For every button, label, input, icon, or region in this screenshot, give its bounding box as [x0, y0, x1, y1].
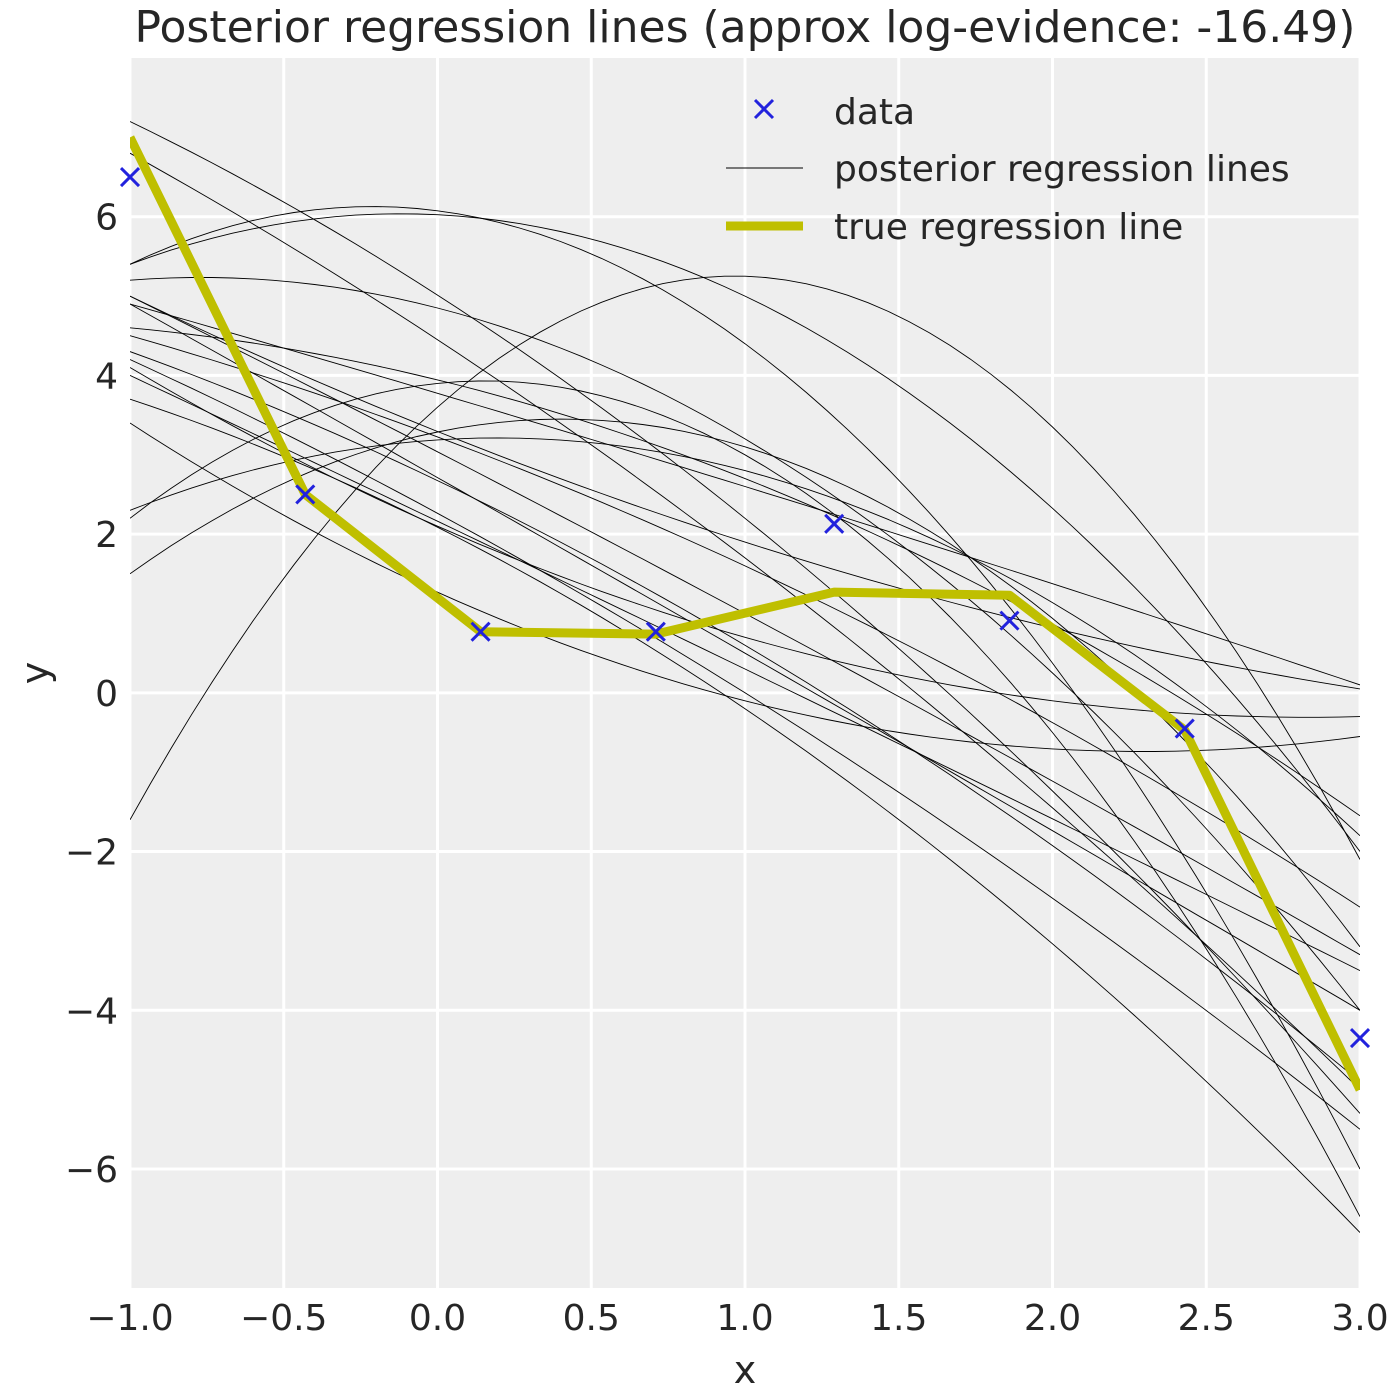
posterior-regression-line: [130, 303, 1360, 686]
posterior-regression-line: [130, 295, 1360, 690]
posterior-regression-line: [130, 351, 1360, 1083]
y-tick-label: −4: [65, 991, 118, 1032]
data-points: [119, 166, 1371, 1049]
data-point: [295, 484, 316, 505]
legend-entry: data: [753, 92, 915, 133]
y-tick-label: −6: [65, 1150, 118, 1191]
posterior-regression-line: [130, 213, 1360, 852]
posterior-regression-line: [130, 422, 1360, 752]
posterior-regression-line: [130, 327, 1360, 817]
posterior-regression-line: [130, 303, 1360, 1011]
legend-entry: posterior regression lines: [726, 149, 1290, 190]
x-tick-label: −0.5: [240, 1298, 327, 1339]
y-tick-label: 6: [95, 198, 118, 239]
x-tick-label: −1.0: [86, 1298, 173, 1339]
y-tick-labels: −6 −4 −2 0 2 4 6: [65, 198, 118, 1191]
x-tick-labels: −1.0 −0.5 0.0 0.5 1.0 1.5 2.0 2.5 3.0: [86, 1298, 1388, 1339]
x-tick-label: 0.0: [409, 1298, 466, 1339]
x-axis-label: x: [734, 1348, 757, 1392]
legend-entry: true regression line: [726, 207, 1183, 248]
data-point: [1349, 1027, 1371, 1049]
legend-label: data: [834, 92, 915, 133]
chart-title: Posterior regression lines (approx log-e…: [135, 2, 1356, 53]
data-point: [824, 513, 845, 534]
data-point: [119, 166, 141, 188]
y-tick-label: 4: [95, 356, 118, 397]
legend-label: posterior regression lines: [834, 149, 1290, 190]
true-line-group: [130, 135, 1360, 1092]
y-tick-label: 2: [95, 515, 118, 556]
x-tick-label: 2.0: [1024, 1298, 1081, 1339]
posterior-regression-line: [130, 335, 1360, 908]
posterior-regression-line: [130, 121, 1360, 1114]
legend: data posterior regression lines true regre…: [726, 92, 1290, 248]
data-point: [1174, 718, 1195, 739]
x-tick-label: 1.5: [870, 1298, 927, 1339]
y-tick-label: 0: [95, 674, 118, 715]
grid: [128, 58, 1362, 1288]
x-tick-label: 1.0: [716, 1298, 773, 1339]
posterior-regression-line: [130, 359, 1360, 1130]
x-tick-label: 3.0: [1331, 1298, 1388, 1339]
posterior-regression-line: [130, 277, 1360, 1011]
legend-marker-data: [753, 98, 775, 120]
legend-label: true regression line: [834, 207, 1183, 248]
data-point: [999, 610, 1020, 631]
y-tick-label: −2: [65, 833, 118, 874]
true-regression-line: [130, 135, 1360, 1092]
y-axis-label: y: [13, 662, 57, 685]
posterior-regression-line: [130, 206, 1360, 1170]
x-tick-label: 2.5: [1178, 1298, 1235, 1339]
posterior-regression-line: [130, 437, 1360, 837]
data-point: [645, 621, 666, 642]
posterior-regression-line: [130, 380, 1360, 1217]
x-tick-label: 0.5: [563, 1298, 620, 1339]
posterior-regression-line: [130, 152, 1360, 1090]
posterior-regression-line: [130, 374, 1360, 972]
data-point: [470, 621, 491, 642]
